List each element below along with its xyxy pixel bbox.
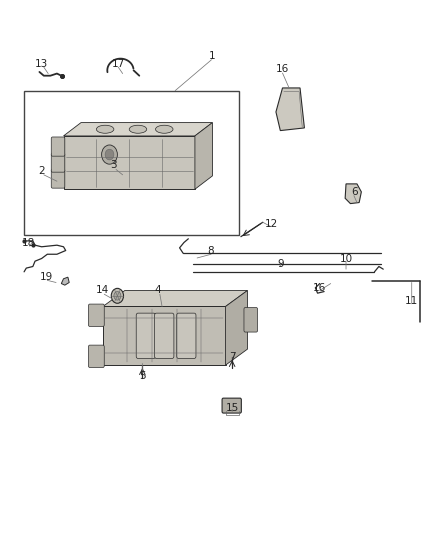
Circle shape — [102, 145, 117, 164]
Polygon shape — [226, 290, 247, 365]
Text: 19: 19 — [39, 272, 53, 282]
FancyBboxPatch shape — [51, 169, 65, 188]
Polygon shape — [195, 123, 212, 189]
Text: 8: 8 — [207, 246, 214, 255]
Polygon shape — [61, 277, 69, 285]
FancyBboxPatch shape — [244, 308, 258, 332]
FancyBboxPatch shape — [222, 398, 241, 413]
FancyBboxPatch shape — [51, 153, 65, 172]
Polygon shape — [276, 88, 304, 131]
Text: 11: 11 — [405, 296, 418, 306]
Text: 16: 16 — [276, 64, 289, 74]
FancyBboxPatch shape — [88, 304, 104, 326]
FancyBboxPatch shape — [88, 345, 104, 368]
Polygon shape — [103, 306, 226, 365]
Polygon shape — [64, 123, 212, 136]
Ellipse shape — [155, 125, 173, 133]
Text: 4: 4 — [154, 286, 161, 295]
FancyBboxPatch shape — [51, 137, 65, 156]
Text: 7: 7 — [229, 352, 236, 362]
Polygon shape — [103, 290, 247, 306]
FancyBboxPatch shape — [155, 313, 174, 358]
Text: 1: 1 — [209, 51, 216, 61]
Text: 16: 16 — [313, 283, 326, 293]
Text: 10: 10 — [339, 254, 353, 263]
Text: 13: 13 — [35, 59, 48, 69]
FancyBboxPatch shape — [136, 313, 155, 358]
Text: 14: 14 — [96, 286, 110, 295]
Text: 15: 15 — [226, 403, 239, 413]
Text: 5: 5 — [139, 371, 146, 381]
Text: 3: 3 — [110, 160, 117, 170]
Text: 9: 9 — [277, 259, 284, 269]
Text: 18: 18 — [22, 238, 35, 247]
Circle shape — [105, 149, 114, 160]
Text: 12: 12 — [265, 219, 278, 229]
FancyBboxPatch shape — [177, 313, 196, 358]
Circle shape — [114, 292, 121, 300]
Ellipse shape — [96, 125, 114, 133]
Text: 6: 6 — [351, 187, 358, 197]
Ellipse shape — [129, 125, 147, 133]
Bar — [24, 91, 239, 235]
Polygon shape — [64, 136, 195, 189]
Text: 2: 2 — [38, 166, 45, 175]
Circle shape — [111, 288, 124, 303]
Text: 17: 17 — [112, 59, 125, 69]
Polygon shape — [345, 184, 361, 204]
